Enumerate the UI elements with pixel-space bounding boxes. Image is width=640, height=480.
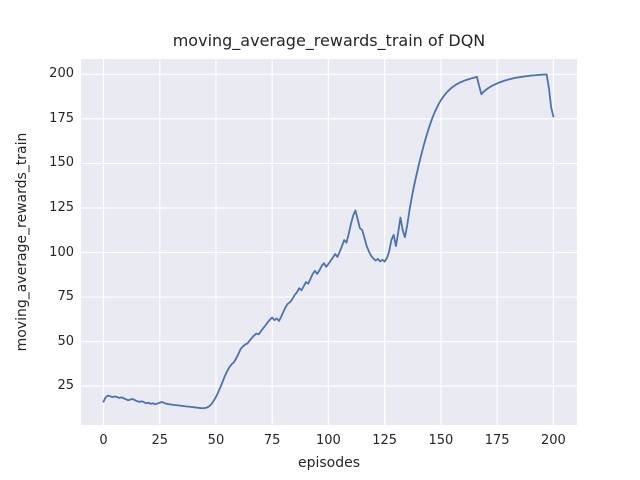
x-tick-label: 125 (372, 433, 398, 448)
y-tick-label: 175 (49, 110, 74, 126)
x-axis-label: episodes (297, 455, 361, 471)
y-tick-label: 200 (49, 66, 74, 82)
x-tick-label: 200 (540, 433, 566, 448)
chart-title: moving_average_rewards_train of DQN (172, 31, 486, 50)
x-tick-label: 100 (316, 433, 341, 448)
x-tick-label: 25 (151, 433, 168, 448)
y-tick-label: 150 (49, 155, 74, 171)
plot-area (81, 59, 577, 425)
y-tick-label: 75 (57, 289, 74, 305)
x-tick-label: 75 (263, 433, 281, 448)
x-tick-label: 0 (99, 433, 108, 448)
y-tick-label: 25 (57, 378, 74, 394)
x-tick-label: 175 (484, 433, 510, 448)
data-line-series (102, 73, 555, 410)
y-tick-label: 50 (57, 333, 74, 349)
line-chart (81, 59, 577, 425)
x-tick-label: 50 (207, 433, 225, 448)
y-tick-label: 100 (49, 244, 74, 260)
x-tick-label: 150 (428, 433, 454, 448)
y-tick-label: 125 (49, 199, 74, 215)
